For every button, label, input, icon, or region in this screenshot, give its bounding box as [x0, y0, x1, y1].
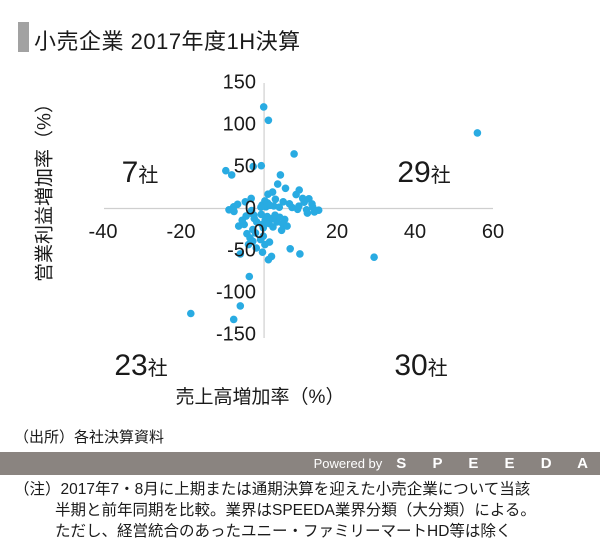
data-point — [259, 103, 268, 111]
data-point — [258, 248, 267, 256]
data-point — [241, 198, 250, 206]
data-point — [276, 171, 285, 179]
data-point — [187, 309, 195, 318]
data-point — [251, 229, 260, 237]
quadrant-count-upper-left: 7社 — [85, 156, 195, 190]
data-point — [265, 238, 274, 246]
page-title: 小売企業 2017年度1H決算 — [34, 29, 301, 54]
data-point — [273, 180, 282, 188]
data-point — [279, 198, 288, 206]
quadrant-count-unit: 社 — [430, 165, 451, 187]
footnote-line: ただし、経営統合のあったユニー・ファミリーマートHD等は除く — [55, 523, 512, 540]
data-point — [280, 215, 289, 224]
data-point — [293, 205, 302, 214]
quadrant-count-unit: 社 — [147, 358, 168, 380]
title-accent-bar — [18, 22, 29, 52]
powered-by-speeda-bar: Powered by S P E E D A — [0, 452, 600, 475]
data-point — [271, 195, 280, 204]
footnote-block: （注）2017年7・8月に上期または通期決算を迎えた小売企業について当該 半期と… — [0, 479, 600, 542]
quadrant-count-upper-right: 29社 — [369, 156, 479, 190]
data-point — [283, 222, 291, 230]
footnote-line: 半期と前年同期を比較。業界はSPEEDA業界分類（大分類）による。 — [55, 502, 536, 519]
data-point — [310, 208, 319, 216]
speeda-logo-text: S P E E D A — [396, 455, 599, 472]
data-point — [243, 229, 251, 238]
y-tick-label: 100 — [222, 113, 256, 135]
x-tick-label: -40 — [88, 220, 118, 243]
x-tick-label: 40 — [403, 220, 427, 243]
data-point — [247, 206, 256, 215]
y-tick-label: -100 — [215, 281, 256, 303]
data-point — [222, 166, 230, 175]
data-point — [473, 129, 482, 137]
data-point — [249, 162, 257, 171]
data-point — [281, 184, 290, 193]
data-point — [257, 203, 265, 211]
scatter-chart: 7社 29社 23社 30社 150 100 50 0 -50 -100 -150 -40 -2… — [0, 60, 600, 382]
scatter-plot-canvas — [104, 83, 493, 338]
quadrant-count-unit: 社 — [138, 165, 159, 187]
data-point — [292, 190, 300, 199]
quadrant-count-lower-right: 30社 — [366, 349, 476, 383]
data-point — [302, 206, 311, 214]
data-point — [257, 210, 266, 219]
y-axis-title: 営業利益増加率（%） — [34, 94, 56, 282]
data-point — [264, 116, 273, 125]
data-point — [236, 302, 245, 310]
powered-by-text: Powered by — [313, 456, 383, 471]
data-point — [269, 223, 277, 231]
data-point — [264, 255, 273, 264]
data-point — [300, 198, 309, 206]
data-point — [247, 194, 255, 203]
data-point — [252, 244, 261, 252]
data-point — [277, 226, 286, 235]
x-axis-title: 売上高増加率（%） — [175, 387, 345, 408]
quadrant-count-unit: 社 — [427, 358, 448, 380]
data-point — [286, 245, 295, 253]
data-point — [229, 315, 238, 324]
data-point — [236, 250, 245, 258]
source-caption: （出所）各社決算資料 — [14, 429, 165, 446]
data-point — [227, 171, 236, 179]
data-point — [268, 188, 277, 196]
y-tick-label: 0 — [244, 197, 256, 219]
data-point — [259, 232, 268, 240]
data-point — [275, 203, 284, 211]
footnote-line: （注）2017年7・8月に上期または通期決算を迎えた小売企業について当該 — [14, 481, 531, 498]
data-point — [245, 272, 254, 281]
x-tick-label: 0 — [253, 220, 265, 243]
data-point — [370, 253, 378, 261]
data-point — [257, 161, 266, 170]
quadrant-count-lower-left: 23社 — [86, 349, 196, 383]
y-tick-label: -50 — [227, 239, 256, 261]
x-tick-label: -20 — [166, 220, 196, 243]
quadrant-count-value: 30 — [394, 349, 428, 382]
data-point — [290, 150, 298, 158]
data-point — [285, 200, 294, 208]
quadrant-count-value: 7 — [121, 156, 139, 189]
y-tick-label: 150 — [222, 71, 256, 93]
data-point — [258, 220, 266, 229]
quadrant-count-value: 23 — [114, 349, 148, 382]
y-tick-label: -150 — [215, 323, 256, 345]
data-point — [296, 250, 304, 258]
x-tick-label: 60 — [481, 220, 505, 243]
y-tick-label: 50 — [233, 155, 256, 177]
quadrant-count-value: 29 — [397, 156, 431, 189]
data-point — [225, 206, 233, 214]
data-point — [266, 201, 274, 210]
data-point — [263, 212, 272, 221]
x-tick-label: 20 — [325, 220, 349, 243]
